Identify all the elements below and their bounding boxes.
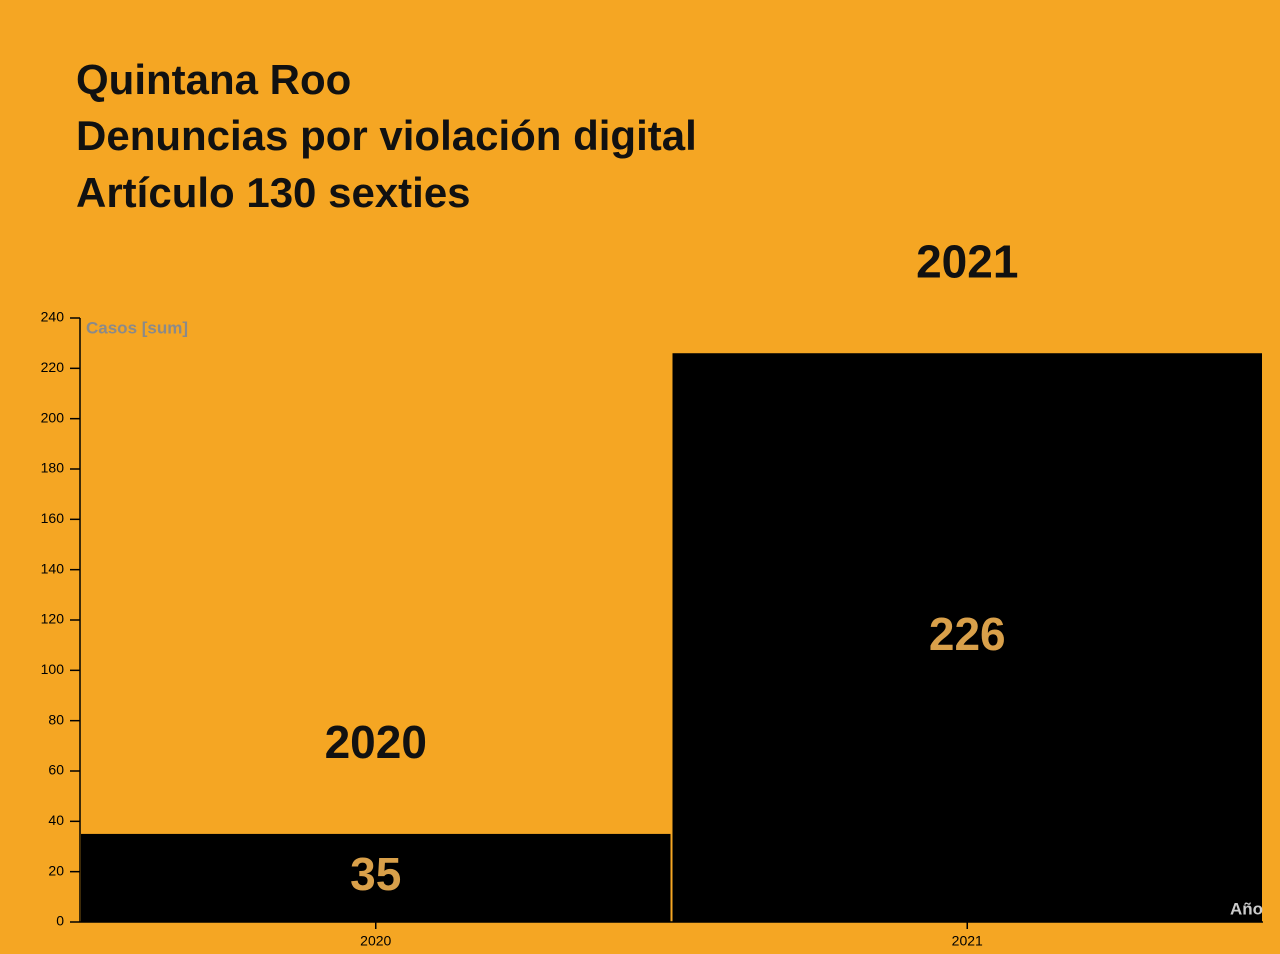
y-tick-label: 140 bbox=[41, 560, 65, 576]
y-tick-label: 0 bbox=[56, 913, 64, 929]
bar-category-label: 2021 bbox=[916, 235, 1018, 287]
y-axis-label: Casos [sum] bbox=[86, 318, 188, 337]
y-tick-label: 200 bbox=[41, 409, 65, 425]
y-tick-label: 120 bbox=[41, 611, 65, 627]
y-tick-label: 160 bbox=[41, 510, 65, 526]
y-tick-label: 100 bbox=[41, 661, 65, 677]
value-label: 35 bbox=[350, 848, 401, 900]
y-tick-label: 80 bbox=[48, 711, 64, 727]
chart-title: Quintana Roo bbox=[76, 56, 351, 103]
y-tick-label: 40 bbox=[48, 812, 64, 828]
value-label: 226 bbox=[929, 608, 1006, 660]
y-tick-label: 240 bbox=[41, 309, 65, 325]
y-tick-label: 180 bbox=[41, 460, 65, 476]
x-tick-label: 2020 bbox=[360, 933, 391, 949]
chart-title: Denuncias por violación digital bbox=[76, 112, 697, 159]
bar bbox=[81, 833, 671, 922]
x-tick-label: 2021 bbox=[952, 933, 983, 949]
y-tick-label: 20 bbox=[48, 862, 64, 878]
bar-category-label: 2020 bbox=[325, 716, 427, 768]
y-tick-label: 60 bbox=[48, 762, 64, 778]
x-axis-label: Año bbox=[1230, 899, 1263, 918]
bar bbox=[672, 353, 1262, 922]
chart-title: Artículo 130 sexties bbox=[76, 169, 471, 216]
y-tick-label: 220 bbox=[41, 359, 65, 375]
